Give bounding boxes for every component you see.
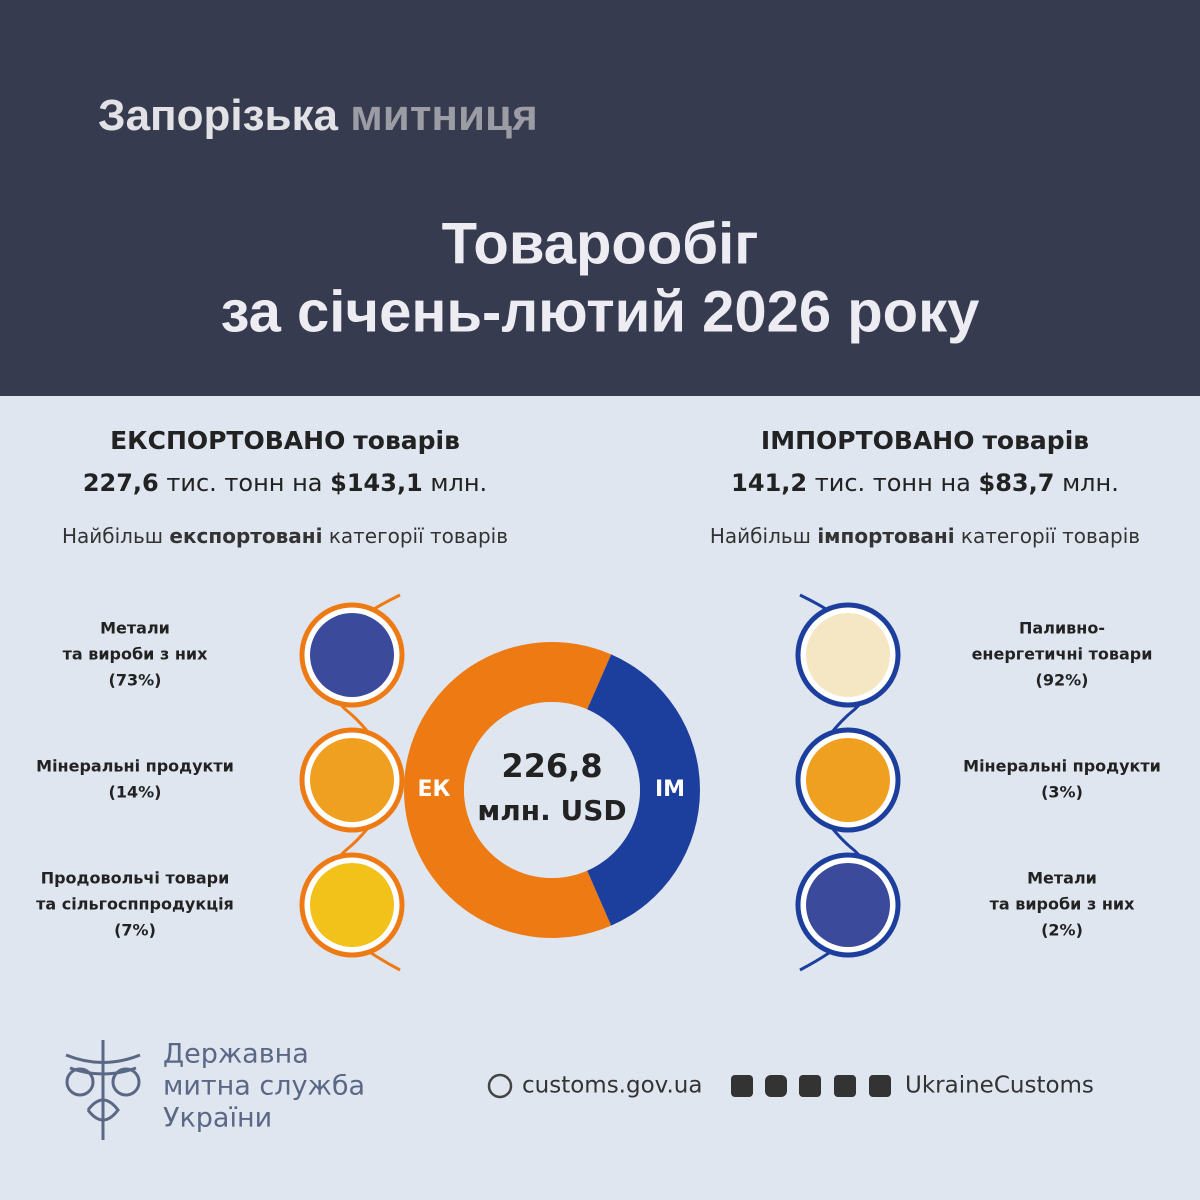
segment-label: ЕК xyxy=(417,777,450,802)
section-heading: ЕКСПОРТОВАНО товарів xyxy=(110,426,460,455)
x-icon[interactable] xyxy=(834,1075,856,1097)
section-subtitle-part: категорії товарів xyxy=(961,524,1140,548)
whatsapp-icon[interactable] xyxy=(799,1075,821,1097)
section-totals-part: на xyxy=(940,469,970,497)
donut-segment xyxy=(404,642,612,938)
website: customs.gov.ua xyxy=(522,1073,702,1099)
agency-part: митниця xyxy=(350,91,538,140)
section-totals-part: тис. тонн xyxy=(166,469,284,497)
section-subtitle: Найбільш експортовані категорії товарів xyxy=(62,524,508,548)
section-heading-part: ІМПОРТОВАНО xyxy=(761,426,975,455)
section-heading-part: ЕКСПОРТОВАНО xyxy=(110,426,345,455)
category-name: Продовольчі товари xyxy=(41,869,230,888)
donut-segment xyxy=(587,654,700,926)
center-value: 226,8 xyxy=(501,747,602,785)
org-name: України xyxy=(163,1103,272,1134)
section-heading-part: товарів xyxy=(982,426,1089,455)
section-totals: 141,2 тис. тонн на $83,7 млн. xyxy=(731,469,1119,497)
category-icon-fill xyxy=(806,738,890,822)
section-totals-part: 227,6 xyxy=(83,469,159,497)
category-icon-fill xyxy=(310,738,394,822)
category-share: (14%) xyxy=(109,783,162,802)
section-subtitle-part: експортовані xyxy=(169,524,322,548)
donut-hole xyxy=(464,702,640,878)
section-subtitle-part: Найбільш xyxy=(62,524,163,548)
segment-label: ІМ xyxy=(655,777,685,802)
section-totals-part: $83,7 xyxy=(979,469,1055,497)
section-totals-part: млн. xyxy=(430,469,487,497)
category-share: (7%) xyxy=(114,921,156,940)
org-name: митна служба xyxy=(163,1071,365,1102)
instagram-icon[interactable] xyxy=(765,1075,787,1097)
category-share: (73%) xyxy=(109,671,162,690)
telegram-icon[interactable] xyxy=(869,1075,891,1097)
category-name: Метали xyxy=(100,619,170,638)
globe-icon xyxy=(487,1073,513,1099)
category-name: Паливно- xyxy=(1019,619,1105,638)
header-band xyxy=(0,0,1200,396)
section-subtitle-part: Найбільш xyxy=(710,524,811,548)
agency-name: Запорізька митниця xyxy=(98,91,538,140)
agency-part: Запорізька xyxy=(98,91,339,140)
category-share: (3%) xyxy=(1041,783,1083,802)
category-icon-fill xyxy=(310,863,394,947)
section-heading: ІМПОРТОВАНО товарів xyxy=(761,426,1089,455)
category-share: (92%) xyxy=(1036,671,1089,690)
category-name: та сільгосппродукція xyxy=(36,895,234,914)
org-name: Державна xyxy=(163,1039,309,1070)
section-totals-part: 141,2 xyxy=(731,469,807,497)
category-icon-fill xyxy=(806,613,890,697)
section-totals-part: $143,1 xyxy=(330,469,423,497)
center-unit: млн. USD xyxy=(477,794,626,827)
logo xyxy=(65,1040,141,1140)
section-subtitle-part: імпортовані xyxy=(817,524,954,548)
section-subtitle-part: категорії товарів xyxy=(329,524,508,548)
section-totals: 227,6 тис. тонн на $143,1 млн. xyxy=(83,469,487,497)
handle: UkraineCustoms xyxy=(905,1073,1094,1099)
category-name: та вироби з них xyxy=(990,895,1136,914)
category-icon-fill xyxy=(310,613,394,697)
category-icon-fill xyxy=(806,863,890,947)
section-totals-part: млн. xyxy=(1062,469,1119,497)
section-heading-part: товарів xyxy=(353,426,460,455)
category-name: Метали xyxy=(1027,869,1097,888)
title: Товарообіг xyxy=(442,211,759,276)
category-name: та вироби з них xyxy=(63,645,209,664)
title: за січень-лютий 2026 року xyxy=(221,279,980,344)
category-name: енергетичні товари xyxy=(972,645,1153,664)
section-totals-part: тис. тонн xyxy=(815,469,933,497)
section-subtitle: Найбільш імпортовані категорії товарів xyxy=(710,524,1140,548)
category-share: (2%) xyxy=(1041,921,1083,940)
section-totals-part: на xyxy=(292,469,322,497)
category-name: Мінеральні продукти xyxy=(963,757,1161,776)
facebook-icon[interactable] xyxy=(731,1075,753,1097)
social-icons xyxy=(731,1075,891,1097)
category-name: Мінеральні продукти xyxy=(36,757,234,776)
